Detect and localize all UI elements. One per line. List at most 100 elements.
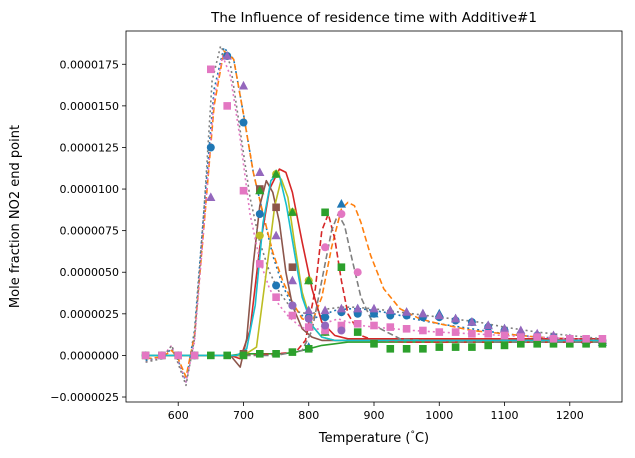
chart-title: The Influence of residence time with Add… bbox=[210, 10, 537, 26]
data-point-9-3 bbox=[337, 326, 346, 335]
x-tick-label-2: 800 bbox=[298, 409, 319, 422]
data-point-6-5 bbox=[223, 351, 231, 360]
plot-area bbox=[125, 30, 623, 403]
data-point-7-4 bbox=[207, 65, 215, 74]
x-tick-label-4: 1000 bbox=[425, 409, 453, 422]
data-point-2-1 bbox=[222, 51, 232, 60]
data-point-7-9 bbox=[288, 311, 297, 320]
x-tick-label-5: 1100 bbox=[491, 409, 519, 422]
data-point-7-20 bbox=[468, 330, 476, 338]
data-point-7-15 bbox=[386, 323, 395, 331]
data-point-2-12 bbox=[402, 307, 412, 316]
data-point-6-25 bbox=[549, 340, 558, 348]
data-point-6-9 bbox=[288, 348, 297, 356]
data-point-7-18 bbox=[435, 328, 444, 336]
data-point-5-2 bbox=[287, 207, 297, 216]
data-point-0-4 bbox=[206, 143, 215, 152]
y-tick-label-2: 0.0000025 bbox=[60, 308, 120, 321]
data-point-7-3 bbox=[190, 351, 199, 360]
x-axis-label: Temperature (°C) bbox=[318, 430, 429, 446]
y-tick-label-3: 0.0000050 bbox=[60, 266, 120, 279]
data-point-9-0 bbox=[288, 301, 297, 310]
data-point-2-7 bbox=[320, 305, 330, 315]
data-point-6-26 bbox=[566, 340, 574, 348]
x-axis: 600 700 800 900 1000 1100 1200 bbox=[168, 402, 584, 422]
data-point-2-9 bbox=[353, 303, 363, 313]
data-point-6-11 bbox=[321, 208, 329, 217]
x-tick-label-3: 900 bbox=[364, 409, 385, 422]
x-tick-label-1: 700 bbox=[233, 409, 254, 422]
data-point-2-17 bbox=[483, 320, 493, 330]
data-point-7-23 bbox=[517, 333, 525, 341]
data-point-6-19 bbox=[451, 343, 460, 351]
y-tick-label-8: 0.0000175 bbox=[60, 58, 120, 71]
data-point-6-10 bbox=[304, 345, 313, 353]
data-point-7-19 bbox=[451, 328, 460, 336]
data-point-8-0 bbox=[321, 243, 330, 252]
data-point-9-1 bbox=[304, 314, 313, 323]
data-point-9-2 bbox=[321, 321, 330, 330]
data-point-6-20 bbox=[468, 343, 476, 351]
data-point-7-2 bbox=[174, 351, 182, 360]
data-point-6-15 bbox=[386, 345, 395, 353]
data-point-7-13 bbox=[353, 320, 362, 328]
y-tick-label-1: 0.0000000 bbox=[60, 349, 120, 362]
data-point-7-26 bbox=[566, 335, 574, 343]
data-point-7-1 bbox=[158, 351, 166, 360]
data-point-2-19 bbox=[516, 325, 526, 335]
y-axis-label: Mole fraction NO2 end point bbox=[8, 125, 23, 308]
data-point-7-8 bbox=[272, 293, 280, 301]
data-point-7-12 bbox=[337, 321, 346, 330]
data-point-6-12 bbox=[337, 263, 346, 271]
data-point-7-10 bbox=[304, 323, 313, 331]
series-line-4 bbox=[145, 213, 603, 357]
data-point-7-7 bbox=[256, 260, 264, 268]
data-point-2-18 bbox=[499, 323, 510, 333]
data-point-6-23 bbox=[517, 340, 525, 348]
data-point-2-14 bbox=[434, 310, 444, 320]
data-point-0-8 bbox=[272, 281, 281, 290]
data-point-7-0 bbox=[141, 351, 150, 360]
data-point-6-6 bbox=[239, 351, 248, 360]
y-tick-label-4: 0.0000075 bbox=[60, 225, 120, 238]
x-tick-label-6: 1200 bbox=[556, 409, 584, 422]
data-point-7-21 bbox=[484, 330, 492, 338]
data-point-7-14 bbox=[370, 321, 378, 330]
data-point-7-22 bbox=[500, 331, 509, 340]
data-point-6-4 bbox=[207, 351, 215, 360]
y-tick-label-0: −0.0000025 bbox=[50, 391, 119, 404]
data-point-3-2 bbox=[272, 203, 280, 212]
data-point-2-16 bbox=[467, 317, 477, 326]
data-point-7-28 bbox=[598, 335, 607, 343]
data-point-2-3 bbox=[255, 167, 265, 176]
data-point-7-11 bbox=[321, 326, 329, 335]
data-point-2-8 bbox=[336, 303, 346, 313]
data-point-7-16 bbox=[402, 325, 411, 333]
data-point-6-7 bbox=[256, 350, 264, 358]
data-point-0-6 bbox=[239, 118, 248, 127]
data-point-2-15 bbox=[451, 313, 461, 323]
data-point-6-22 bbox=[500, 341, 509, 350]
data-point-7-27 bbox=[582, 335, 590, 343]
data-point-6-14 bbox=[370, 340, 378, 348]
data-point-8-1 bbox=[337, 210, 346, 218]
data-point-2-5 bbox=[287, 275, 297, 285]
x-tick-label-0: 600 bbox=[168, 409, 189, 422]
data-point-6-17 bbox=[419, 345, 427, 353]
data-point-2-10 bbox=[369, 303, 379, 313]
data-point-2-4 bbox=[271, 230, 281, 240]
data-point-3-3 bbox=[288, 263, 297, 271]
data-point-5-1 bbox=[271, 169, 281, 178]
data-point-2-2 bbox=[238, 80, 249, 90]
y-tick-label-7: 0.0000150 bbox=[60, 100, 120, 113]
data-point-8-2 bbox=[353, 268, 362, 277]
data-point-7-24 bbox=[533, 333, 541, 341]
data-point-6-16 bbox=[402, 345, 411, 353]
series-line-0 bbox=[145, 46, 603, 383]
data-point-7-25 bbox=[549, 335, 558, 343]
data-point-5-3 bbox=[304, 275, 314, 285]
series-line-8 bbox=[145, 213, 603, 357]
y-axis: −0.0000025 0.0000000 0.0000025 0.0000050 0.0… bbox=[50, 58, 126, 404]
